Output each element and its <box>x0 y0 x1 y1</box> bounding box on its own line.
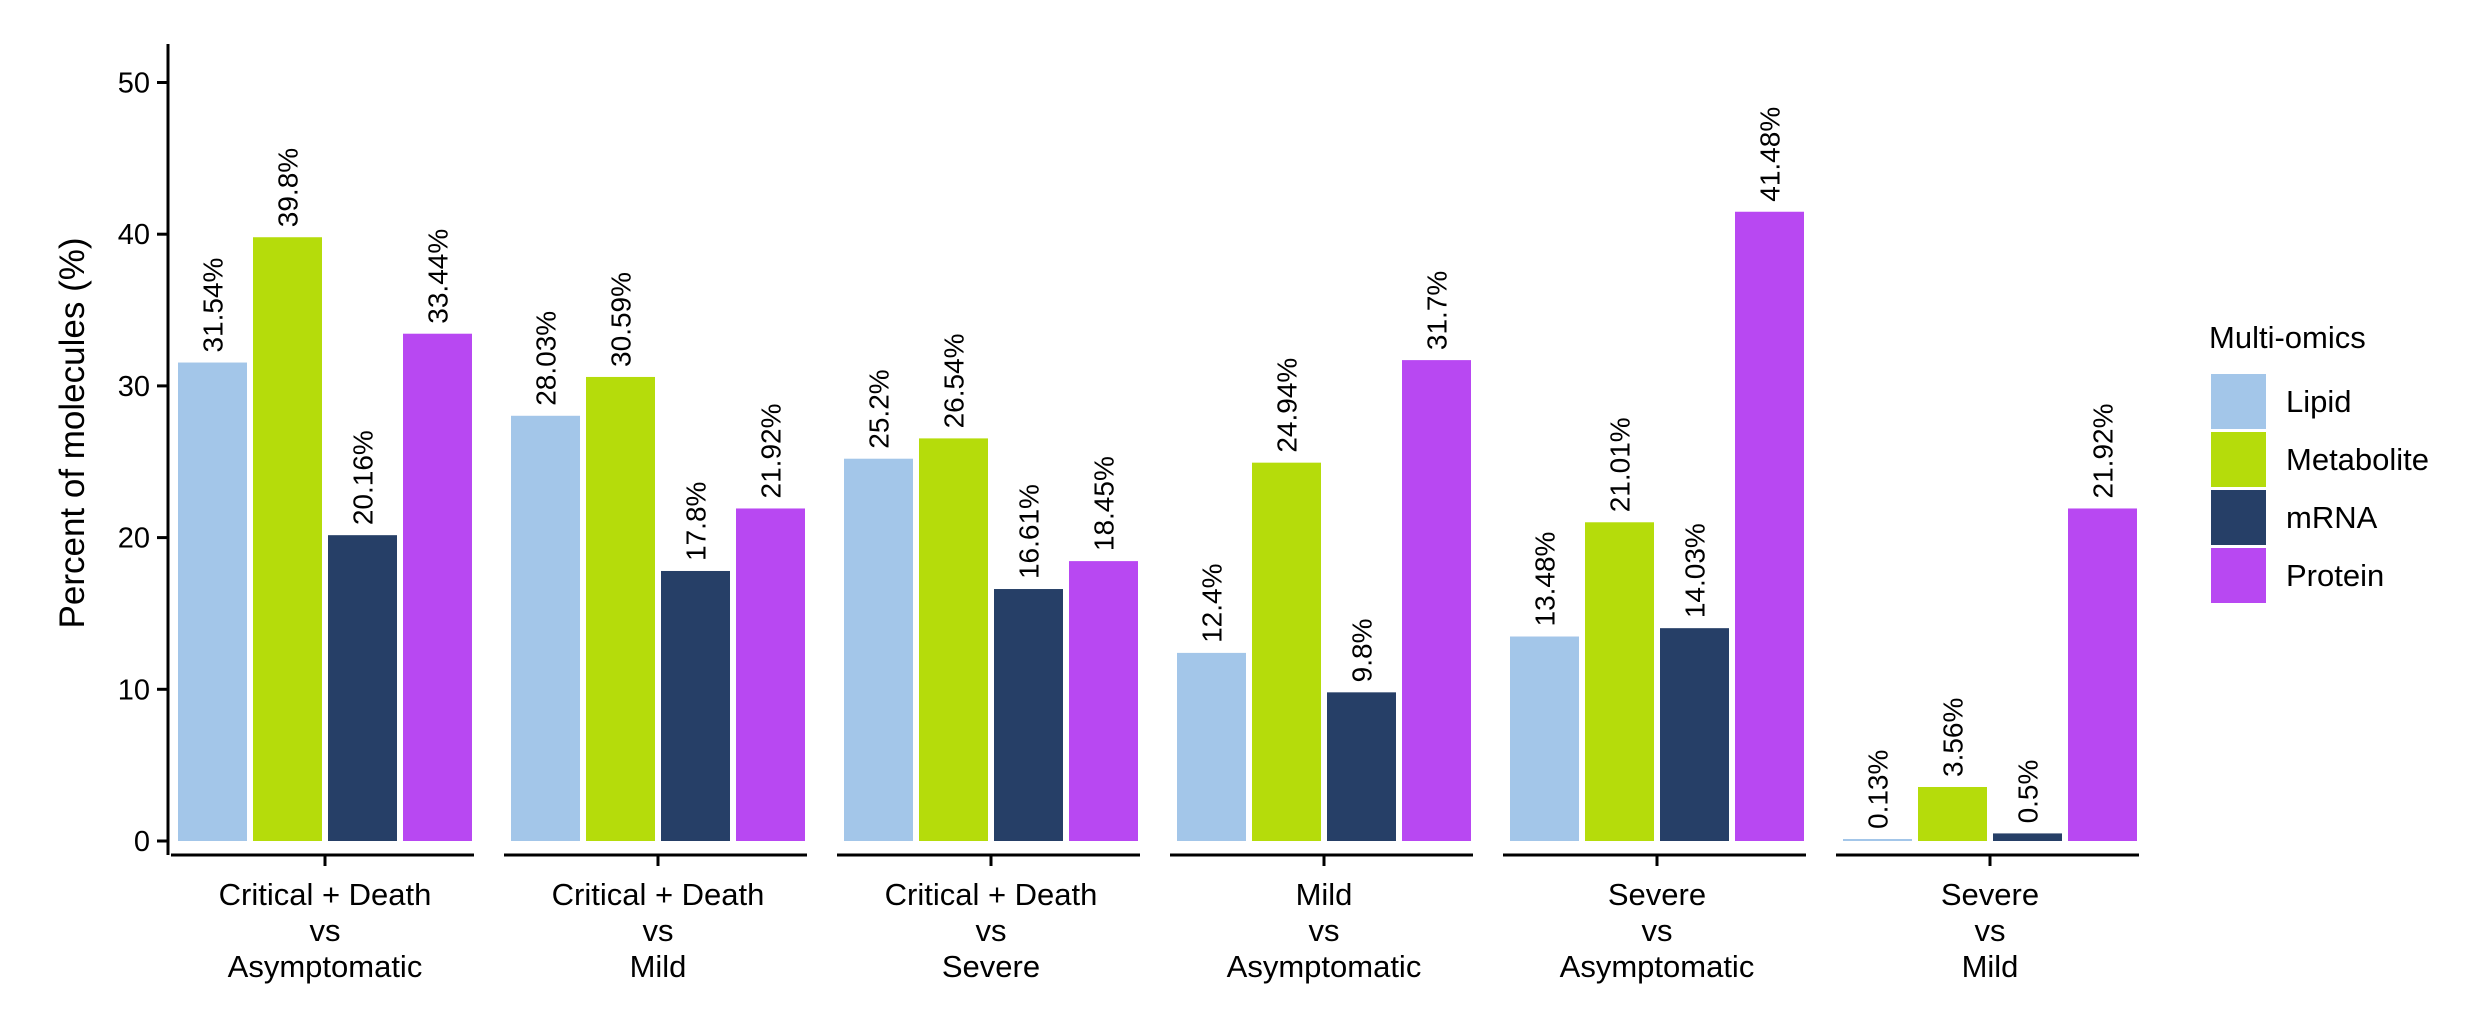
x-category-label: Mild <box>1296 877 1353 912</box>
x-category-label: vs <box>310 913 341 948</box>
x-category-label: Critical + Death <box>885 877 1098 912</box>
x-category-label: Severe <box>1608 877 1706 912</box>
x-category-label: vs <box>1309 913 1340 948</box>
data-label: 28.03% <box>531 311 562 406</box>
bar-lipid <box>1510 636 1579 841</box>
y-axis: 0 10 20 30 40 50 <box>118 44 170 858</box>
data-label: 16.61% <box>1014 484 1045 579</box>
x-category-label: Asymptomatic <box>1560 949 1755 984</box>
bar-mrna <box>1993 833 2062 841</box>
bar-lipid <box>1177 652 1246 841</box>
bar-metabolite <box>1585 522 1654 841</box>
bar-lipid <box>511 415 580 841</box>
bar-mrna <box>661 570 730 841</box>
data-label: 39.8% <box>273 148 304 227</box>
bar-mrna <box>1327 692 1396 841</box>
legend-label: Protein <box>2286 558 2384 593</box>
data-label: 26.54% <box>939 333 970 428</box>
y-tick-label: 10 <box>118 674 150 706</box>
legend-label: mRNA <box>2286 500 2378 535</box>
bar-protein <box>736 508 805 841</box>
bar-protein <box>2068 508 2137 841</box>
bar-lipid <box>844 458 913 841</box>
x-category-label: Critical + Death <box>219 877 432 912</box>
legend-label: Lipid <box>2286 384 2352 419</box>
y-axis-title: Percent of molecules (%) <box>53 238 92 629</box>
data-label: 31.54% <box>198 258 229 353</box>
bar-mrna <box>1660 628 1729 841</box>
bar-mrna <box>328 535 397 841</box>
legend-key-mrna <box>2211 490 2266 545</box>
x-category-label: Severe <box>942 949 1040 984</box>
bar-protein <box>403 333 472 841</box>
legend-key-metabolite <box>2211 432 2266 487</box>
data-label: 21.01% <box>1605 417 1636 512</box>
data-label: 9.8% <box>1347 619 1378 683</box>
legend-title: Multi-omics <box>2209 320 2366 355</box>
x-category-label: Asymptomatic <box>228 949 423 984</box>
y-tick-label: 0 <box>134 826 150 858</box>
bar-metabolite <box>1252 462 1321 841</box>
data-label: 3.56% <box>1938 698 1969 777</box>
x-category-label: Mild <box>1962 949 2019 984</box>
bar-metabolite <box>586 376 655 841</box>
data-label: 14.03% <box>1680 523 1711 618</box>
data-label: 12.4% <box>1197 563 1228 642</box>
data-label: 25.2% <box>864 369 895 448</box>
y-tick-label: 20 <box>118 523 150 555</box>
data-label: 31.7% <box>1422 271 1453 350</box>
x-category-label: vs <box>643 913 674 948</box>
data-label: 13.48% <box>1530 532 1561 627</box>
x-category-label: Severe <box>1941 877 2039 912</box>
data-label: 20.16% <box>348 430 379 525</box>
data-label: 24.94% <box>1272 358 1303 453</box>
legend: Multi-omics Lipid Metabolite mRNA Protein <box>2209 320 2429 603</box>
data-label: 0.13% <box>1863 750 1894 829</box>
bar-lipid <box>178 362 247 841</box>
bars <box>178 211 2137 841</box>
data-label: 17.8% <box>681 482 712 561</box>
legend-key-lipid <box>2211 374 2266 429</box>
data-label: 0.5% <box>2013 760 2044 824</box>
legend-key-protein <box>2211 548 2266 603</box>
y-tick-label: 30 <box>118 371 150 403</box>
x-category-label: vs <box>1975 913 2006 948</box>
data-label: 41.48% <box>1755 107 1786 202</box>
data-label: 21.92% <box>756 404 787 499</box>
bar-protein <box>1069 561 1138 841</box>
y-tick-label: 40 <box>118 219 150 251</box>
data-label: 30.59% <box>606 272 637 367</box>
y-tick-label: 50 <box>118 68 150 100</box>
data-labels: 31.54% 28.03% 25.2% 12.4% 13.48% 0.13% 39.8% 30… <box>198 107 2119 829</box>
bar-lipid <box>1843 839 1912 841</box>
x-category-label: vs <box>1642 913 1673 948</box>
x-category-label: Mild <box>630 949 687 984</box>
bar-mrna <box>994 589 1063 841</box>
x-category-label: Asymptomatic <box>1227 949 1422 984</box>
bar-metabolite <box>919 438 988 841</box>
data-label: 33.44% <box>423 229 454 324</box>
bar-metabolite <box>1918 786 1987 841</box>
bar-metabolite <box>253 237 322 841</box>
bar-protein <box>1402 360 1471 841</box>
legend-label: Metabolite <box>2286 442 2429 477</box>
data-label: 21.92% <box>2088 404 2119 499</box>
x-category-label: vs <box>976 913 1007 948</box>
bar-protein <box>1735 211 1804 841</box>
data-label: 18.45% <box>1089 456 1120 551</box>
x-category-label: Critical + Death <box>552 877 765 912</box>
